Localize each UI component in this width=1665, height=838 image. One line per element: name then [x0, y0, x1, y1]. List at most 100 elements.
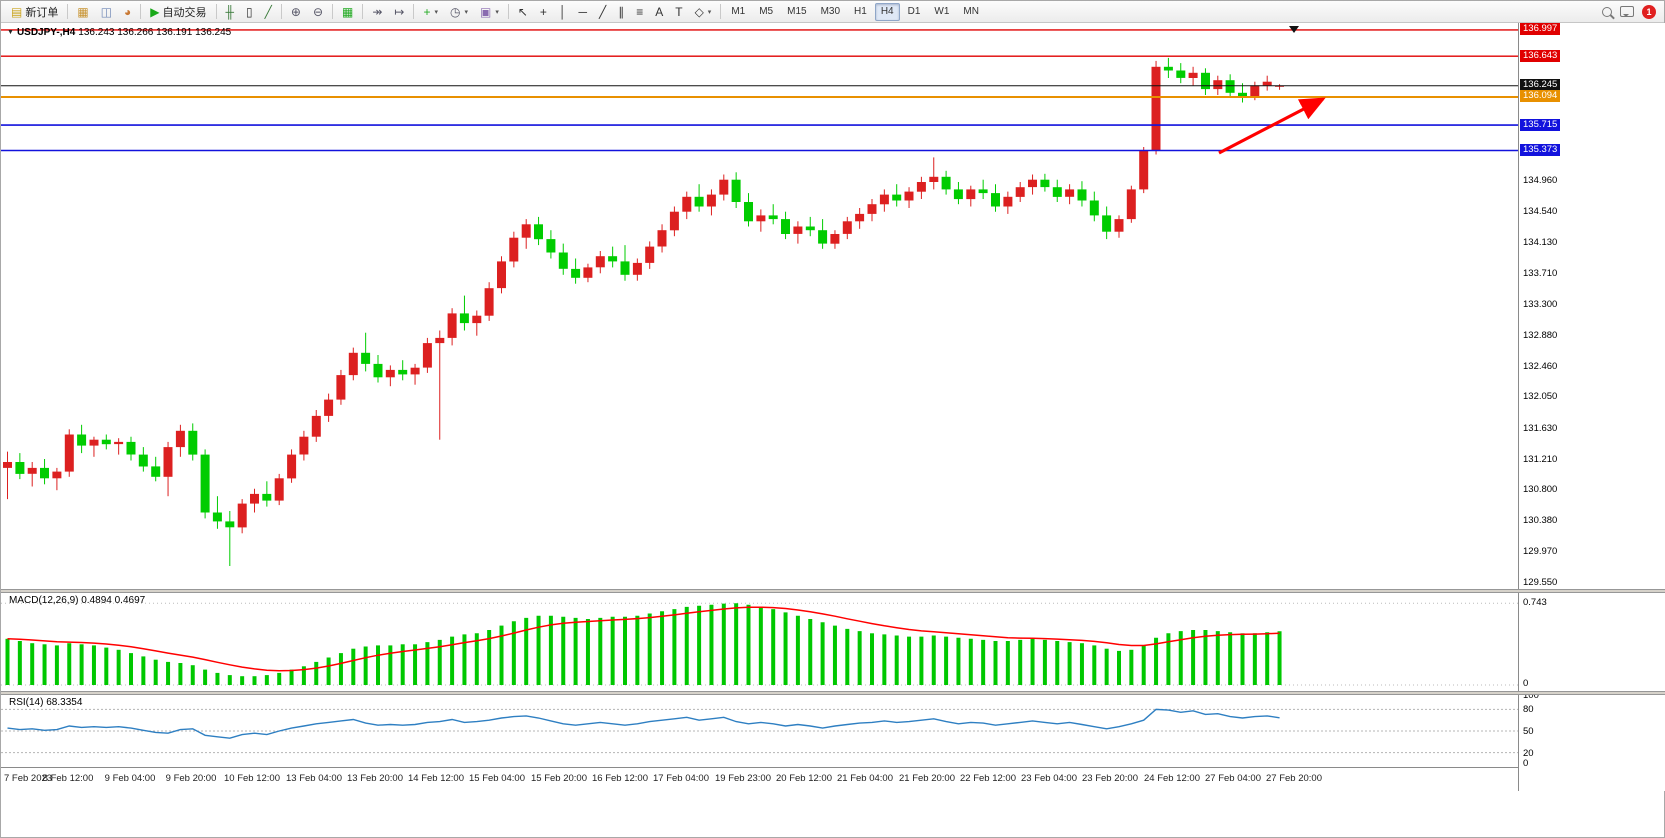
candle-body — [991, 193, 1000, 207]
candle-body — [669, 211, 679, 231]
price-axis-label: 131.210 — [1523, 454, 1558, 465]
templates-icon[interactable]: ▣ ▾ — [475, 3, 504, 21]
timeframe-d1[interactable]: D1 — [902, 3, 927, 21]
chart-collapse-icon[interactable]: ▼ — [7, 29, 14, 36]
price-axis-label: 134.540 — [1523, 206, 1558, 217]
timeframe-m1[interactable]: M1 — [725, 3, 751, 21]
rsi-axis-label: 50 — [1523, 726, 1534, 737]
timeframe-m30[interactable]: M30 — [815, 3, 846, 21]
zoom-in-icon[interactable]: ⊕ — [286, 3, 306, 21]
bar-chart-icon[interactable]: ╫ — [221, 3, 240, 21]
candle-body — [459, 313, 469, 324]
candle-body — [101, 439, 111, 445]
timeframe-mn[interactable]: MN — [957, 3, 985, 21]
line-chart-icon[interactable]: ╱ — [260, 3, 277, 21]
candle-body — [262, 493, 272, 501]
candle-body — [879, 194, 889, 205]
candle-body — [1028, 179, 1037, 188]
text-icon[interactable]: A — [650, 3, 668, 21]
time-axis-label: 13 Feb 04:00 — [286, 773, 342, 784]
line-chart-icon: ╱ — [264, 4, 272, 19]
new-chart-icon[interactable]: ▦ — [72, 3, 93, 21]
zoom-out-icon[interactable]: ⊖ — [308, 3, 328, 21]
trend-arrow[interactable] — [1218, 97, 1326, 155]
candle-body — [151, 466, 161, 477]
time-axis-label: 16 Feb 12:00 — [592, 773, 648, 784]
time-axis[interactable]: 7 Feb 2023 8 Feb 12:00 9 Feb 04:00 9 Feb 20… — [1, 767, 1518, 792]
periods-icon[interactable]: ◷ ▾ — [445, 3, 473, 21]
price-chart[interactable] — [1, 23, 1518, 589]
new-order-button[interactable]: ▤ 新订单 — [6, 3, 63, 21]
candle-body — [1052, 187, 1062, 197]
text-icon: A — [655, 4, 664, 19]
time-axis-label: 24 Feb 12:00 — [1144, 773, 1200, 784]
market-watch-icon: ◕ — [124, 4, 132, 19]
search-icon[interactable] — [1602, 6, 1612, 17]
auto-scroll-icon[interactable]: ↠ — [367, 3, 387, 21]
candle-body — [1151, 66, 1161, 151]
market-watch-icon[interactable]: ◕ — [119, 3, 136, 21]
add-indicator-icon[interactable]: + ▾ — [418, 3, 443, 21]
panel-divider[interactable] — [1, 691, 1665, 695]
horizontal-line-icon[interactable]: ─ — [573, 3, 592, 21]
price-level-badge: 136.094 — [1520, 90, 1561, 102]
candle-body — [188, 430, 198, 455]
time-axis-label: 7 Feb 2023 — [4, 773, 53, 784]
candle-body — [744, 202, 753, 222]
candle-body — [842, 221, 852, 234]
bar-chart-icon: ╫ — [225, 4, 235, 19]
rsi-panel-chart[interactable] — [1, 695, 1518, 767]
fibonacci-icon[interactable]: ≡ — [631, 3, 648, 21]
crosshair-icon: + — [539, 4, 547, 19]
timeframe-m15[interactable]: M15 — [781, 3, 812, 21]
notification-badge[interactable]: 1 — [1642, 4, 1656, 19]
candlestick-chart-icon[interactable]: ▯ — [241, 3, 258, 21]
candle-body — [892, 194, 902, 201]
candle-body — [916, 182, 926, 192]
timeframe-m5[interactable]: M5 — [753, 3, 779, 21]
panel-divider[interactable] — [1, 589, 1665, 593]
crosshair-icon[interactable]: + — [535, 3, 552, 21]
trendline-icon[interactable]: ╱ — [594, 3, 611, 21]
candle-body — [1102, 215, 1112, 232]
candle-body — [1015, 187, 1025, 197]
candle-body — [830, 234, 840, 244]
chat-icon[interactable] — [1620, 6, 1634, 17]
profiles-icon[interactable]: ◫ — [96, 3, 117, 21]
chart-shift-marker[interactable] — [1289, 26, 1299, 33]
timeframe-h4[interactable]: H4 — [874, 2, 900, 21]
candle-body — [361, 352, 371, 364]
equidistant-channel-icon[interactable]: ∥ — [613, 3, 629, 21]
indicator-list-icon[interactable]: ▦ — [337, 3, 358, 21]
toolbar-button-groups: ▤ 新订单 ▦ ◫ ◕ ▶ 自动交易 ╫ ▯ ╱ ⊕ ⊖ ▦ ↠ ↦ + ▾ ◷ ▾ ▣ ▾ ↖ + │ ─ ╱ ∥ ≡ A T ◇ ▾ M1 M… — [5, 2, 1602, 21]
price-level-badge: 136.997 — [1520, 23, 1561, 35]
shapes-icon[interactable]: ◇ ▾ — [690, 3, 717, 21]
chart-shift-icon[interactable]: ↦ — [389, 3, 409, 21]
candle-body — [941, 176, 951, 190]
candle-body — [385, 369, 395, 378]
chart-symbol-info: ▼ USDJPY-,H4 136.243 136.266 136.191 136… — [7, 27, 231, 38]
time-axis-label: 19 Feb 23:00 — [715, 773, 771, 784]
price-axis[interactable]: 134.960 134.540 134.130 133.710 133.300 132.8… — [1518, 23, 1665, 791]
macd-max-label: 0.743 — [1523, 597, 1547, 608]
candle-body — [608, 256, 618, 262]
shapes-icon: ◇ — [694, 4, 704, 19]
candle-body — [138, 454, 148, 467]
auto-trading-button[interactable]: ▶ 自动交易 — [145, 3, 211, 21]
price-level-badge: 136.245 — [1520, 79, 1561, 91]
timeframe-h1[interactable]: H1 — [848, 3, 873, 21]
macd-panel-chart[interactable] — [1, 593, 1518, 691]
vertical-line-icon[interactable]: │ — [554, 3, 572, 21]
text-label-icon[interactable]: T — [670, 3, 687, 21]
cursor-icon[interactable]: ↖ — [513, 3, 533, 21]
candle-body — [682, 196, 692, 212]
price-axis-label: 133.710 — [1523, 268, 1558, 279]
toolbar-right: 1 — [1602, 4, 1660, 19]
candle-body — [200, 454, 210, 513]
candle-body — [521, 224, 531, 238]
candlestick-chart-icon: ▯ — [246, 4, 253, 19]
new-order-icon: ▤ — [11, 4, 23, 19]
timeframe-w1[interactable]: W1 — [928, 3, 955, 21]
candle-body — [64, 434, 74, 472]
